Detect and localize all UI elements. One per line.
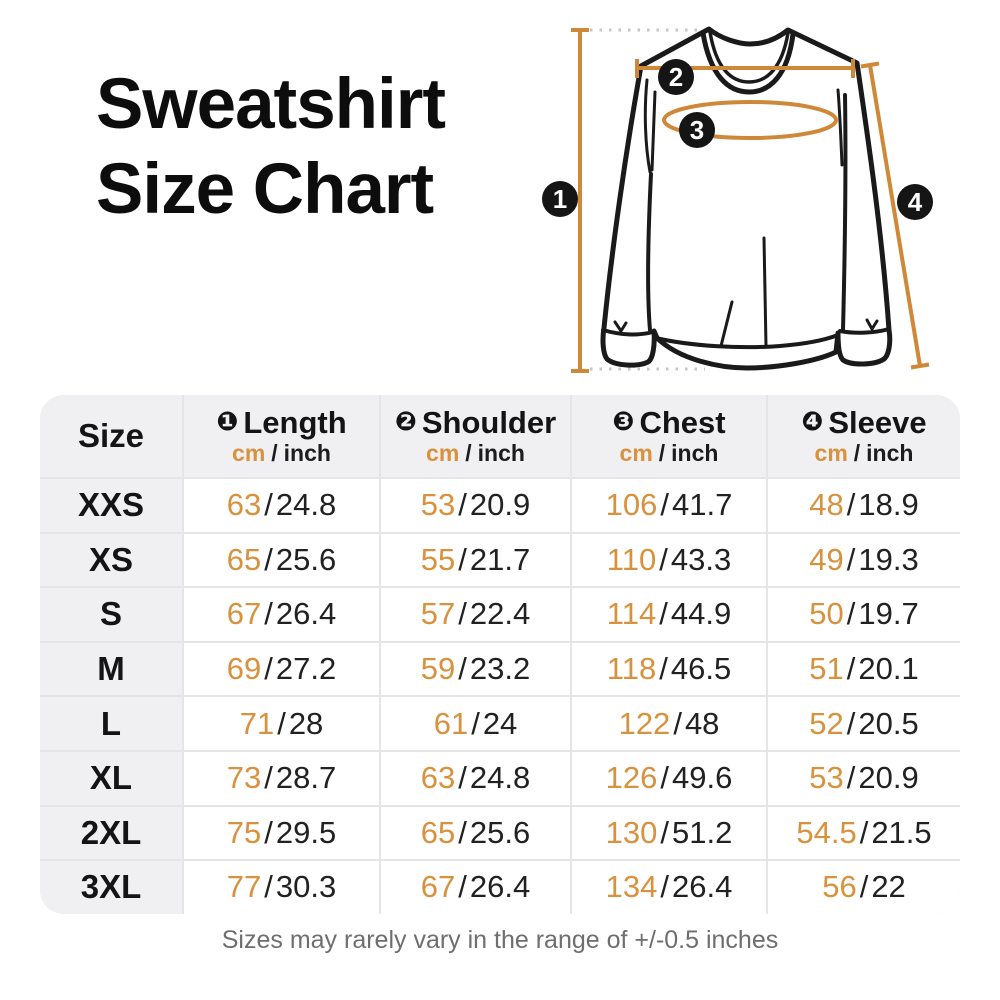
sleeve-cell: 54.5/21.5 [768,806,960,860]
marker-2-badge [658,59,694,95]
shoulder-cell: 55/21.7 [381,533,570,587]
sleeve-cell: 51/20.1 [768,642,960,696]
column-header-shoulder: ❷ Shoulder cm / inch [381,395,570,477]
chest-measure-ellipse [662,100,838,140]
page-title-line2: Size Chart [96,150,434,229]
size-label: M [40,642,182,696]
length-cell: 63/24.8 [184,479,379,532]
length-cell: 71/28 [184,697,379,750]
unit-separator: / [658,439,666,466]
column-label: Sleeve [828,404,927,440]
unit-inch: inch [671,439,719,466]
shoulder-cell: 63/24.8 [381,751,570,805]
column-label: Length [243,404,347,440]
size-label: 2XL [40,806,182,860]
sleeve-cell: 49/19.3 [768,533,960,587]
column-label: Chest [639,404,726,440]
chest-cell: 126/49.6 [572,751,766,805]
column-header-chest: ❸ Chest cm / inch [572,395,766,477]
circled-3-icon: ❸ [612,406,635,437]
marker-2-number: 2 [669,62,683,92]
marker-4-badge [897,184,933,220]
sleeve-cell: 52/20.5 [768,697,960,750]
column-header-length: ❶ Length cm / inch [184,395,379,477]
shoulder-cell: 53/20.9 [381,479,570,532]
marker-1-badge [542,181,578,217]
measurement-lines [571,28,930,373]
chest-cell: 110/43.3 [572,533,766,587]
size-chart-table: Size ❶ Length cm / inch ❷ Shoulder cm / inch ❸… [40,395,960,914]
size-label: XXS [40,479,182,532]
chest-cell: 122/48 [572,697,766,750]
size-label: XS [40,533,182,587]
size-label: L [40,697,182,750]
length-cell: 69/27.2 [184,642,379,696]
sleeve-cell: 48/18.9 [768,479,960,532]
length-cell: 65/25.6 [184,533,379,587]
unit-inch: inch [866,439,914,466]
size-label: 3XL [40,861,182,914]
unit-inch: inch [477,439,525,466]
page-title-line1: Sweatshirt [96,65,446,144]
circled-2-icon: ❷ [394,406,417,437]
shoulder-cell: 65/25.6 [381,806,570,860]
sweatshirt-measurement-diagram: 1 2 3 4 [542,26,933,373]
column-header-sleeve: ❹ Sleeve cm / inch [768,395,960,477]
unit-inch: inch [283,439,331,466]
length-cell: 73/28.7 [184,751,379,805]
chest-cell: 130/51.2 [572,806,766,860]
marker-3-badge [679,112,715,148]
unit-separator: / [271,439,278,466]
circled-1-icon: ❶ [216,406,239,437]
column-header-size: Size [40,395,182,477]
size-label: XL [40,751,182,805]
chest-cell: 114/44.9 [572,588,766,641]
marker-3-number: 3 [690,115,704,145]
circled-4-icon: ❹ [801,406,824,437]
unit-cm: cm [232,439,266,466]
length-measure-line [571,28,589,373]
sleeve-cell: 56/22 [768,861,960,914]
length-cell: 75/29.5 [184,806,379,860]
size-label: S [40,588,182,641]
marker-4-number: 4 [908,187,923,217]
shoulder-cell: 67/26.4 [381,861,570,914]
unit-cm: cm [814,439,848,466]
sleeve-cell: 53/20.9 [768,751,960,805]
shoulder-cell: 59/23.2 [381,642,570,696]
column-label: Shoulder [421,404,557,440]
chest-cell: 106/41.7 [572,479,766,532]
marker-1-number: 1 [553,184,567,214]
length-cell: 77/30.3 [184,861,379,914]
sweatshirt-outline [600,26,893,371]
sleeve-cell: 50/19.7 [768,588,960,641]
shoulder-cell: 61/24 [381,697,570,750]
chest-cell: 134/26.4 [572,861,766,914]
disclaimer-note: Sizes may rarely vary in the range of +/… [221,926,779,954]
unit-separator: / [853,439,861,466]
shoulder-cell: 57/22.4 [381,588,570,641]
chest-cell: 118/46.5 [572,642,766,696]
unit-separator: / [465,439,472,466]
sleeve-measure-line [860,61,930,370]
page-title: Sweatshirt Size Chart [96,62,446,232]
length-cell: 67/26.4 [184,588,379,641]
unit-cm: cm [619,439,653,466]
marker-badges: 1 2 3 4 [542,59,933,220]
unit-cm: cm [426,439,460,466]
